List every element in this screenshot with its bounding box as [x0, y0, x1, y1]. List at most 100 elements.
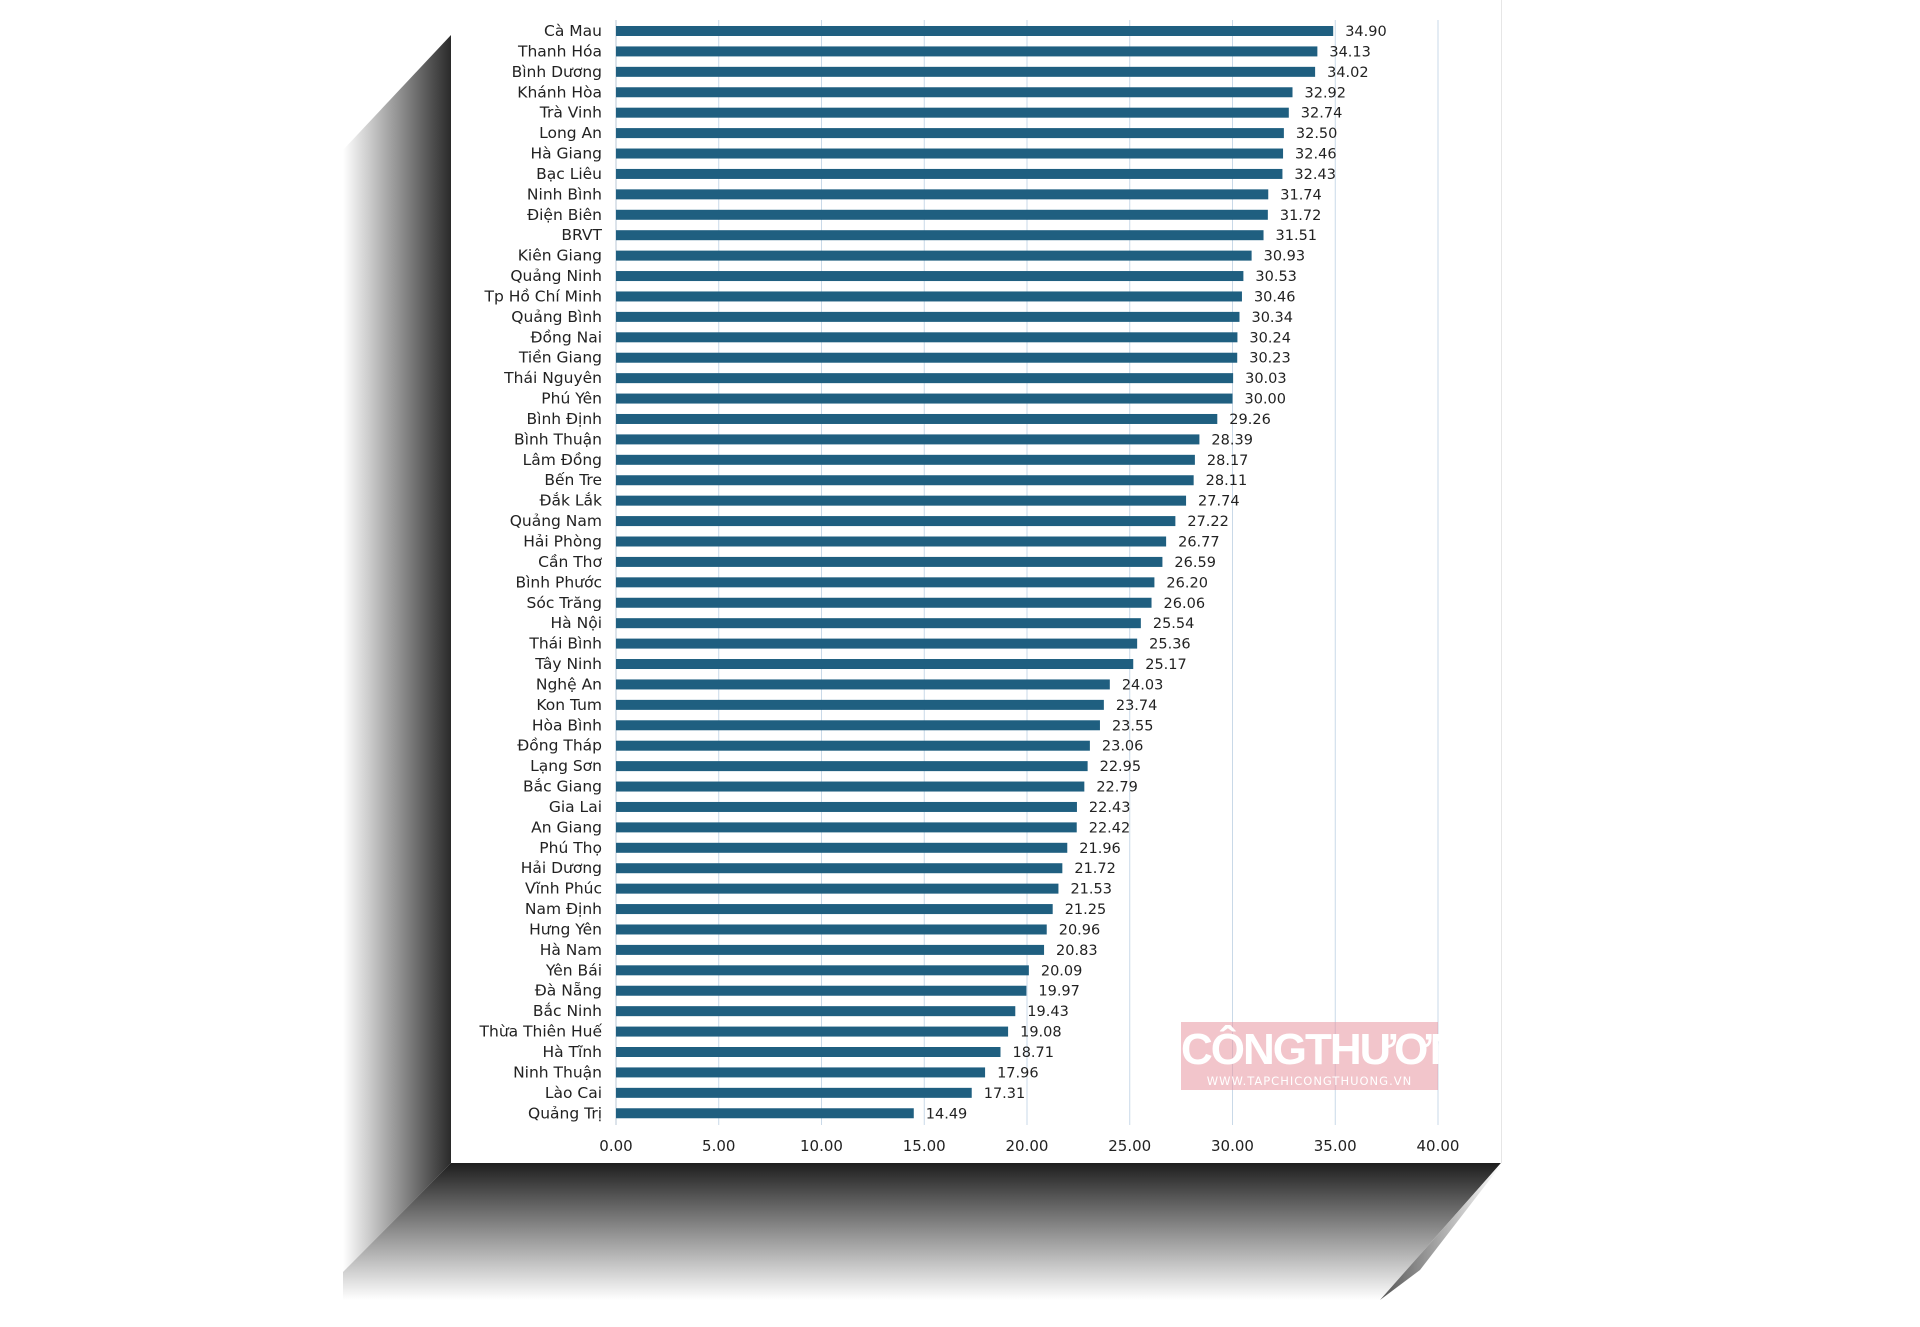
value-label: 22.79	[1096, 780, 1138, 796]
category-label: Trà Vinh	[539, 104, 602, 122]
category-label: Bắc Giang	[523, 778, 602, 796]
category-label: Hòa Bình	[532, 716, 602, 734]
x-tick-label: 15.00	[903, 1137, 946, 1155]
category-label: Đồng Nai	[531, 328, 602, 346]
category-label: Thừa Thiên Huế	[479, 1023, 603, 1041]
value-label: 20.83	[1056, 943, 1098, 959]
category-label: Khánh Hòa	[517, 83, 602, 101]
value-label: 24.03	[1122, 677, 1164, 693]
category-label: Cà Mau	[544, 22, 602, 40]
bar	[616, 393, 1233, 404]
bar	[616, 863, 1063, 874]
value-label: 28.17	[1207, 453, 1249, 469]
value-label: 34.90	[1345, 24, 1387, 40]
bar	[616, 87, 1293, 98]
value-label: 30.93	[1264, 249, 1306, 265]
value-label: 27.74	[1198, 494, 1240, 510]
bar	[616, 1087, 972, 1098]
watermark-logo: CÔNGTHƯƠNG WWW.TAPCHICONGTHUONG.VN	[1181, 1022, 1494, 1090]
category-label: Hà Tĩnh	[542, 1043, 602, 1061]
value-label: 32.50	[1296, 126, 1338, 142]
value-label: 22.43	[1089, 800, 1131, 816]
value-label: 30.00	[1245, 392, 1287, 408]
bar	[616, 332, 1238, 343]
value-label: 29.26	[1229, 412, 1271, 428]
value-label: 23.74	[1116, 698, 1158, 714]
category-label: Tiền Giang	[518, 349, 602, 367]
category-label: Nam Định	[525, 900, 602, 918]
value-label: 31.74	[1280, 187, 1322, 203]
bar	[616, 924, 1047, 935]
category-label: Yên Bái	[545, 961, 602, 979]
value-label: 17.96	[997, 1065, 1039, 1081]
watermark-url: WWW.TAPCHICONGTHUONG.VN	[1206, 1074, 1413, 1088]
category-label: Lạng Sơn	[530, 757, 602, 775]
category-label: Hưng Yên	[529, 920, 602, 938]
bar	[616, 189, 1269, 200]
bar	[616, 168, 1283, 179]
value-label: 30.03	[1245, 371, 1287, 387]
x-tick-label: 10.00	[800, 1137, 843, 1155]
value-label: 23.06	[1102, 739, 1144, 755]
category-label: Phú Thọ	[539, 839, 602, 857]
bar-chart: Cà Mau 34.90 Thanh Hóa 34.13 Bình Dương 34.02…	[479, 20, 1459, 1155]
category-label: Đắk Lắk	[539, 492, 602, 510]
bar	[616, 985, 1027, 996]
bar	[616, 556, 1163, 567]
bar	[616, 271, 1244, 282]
category-label: Thanh Hóa	[517, 42, 602, 60]
value-label: 28.39	[1211, 432, 1253, 448]
chart-card: Cà Mau 34.90 Thanh Hóa 34.13 Bình Dương 34.02…	[451, 0, 1502, 1163]
category-label: Gia Lai	[549, 798, 602, 816]
bar	[616, 618, 1141, 629]
category-label: Đồng Tháp	[517, 737, 602, 755]
category-label: Bình Định	[527, 410, 602, 428]
value-label: 21.25	[1065, 902, 1107, 918]
category-label: Kon Tum	[536, 696, 602, 714]
value-label: 30.23	[1249, 351, 1291, 367]
value-label: 31.51	[1276, 228, 1318, 244]
category-label: Cần Thơ	[538, 553, 602, 571]
value-label: 25.17	[1145, 657, 1187, 673]
category-label: Bình Thuận	[514, 430, 602, 448]
value-label: 18.71	[1012, 1045, 1054, 1061]
bar	[616, 475, 1194, 486]
category-label: Ninh Thuận	[513, 1063, 602, 1081]
bar	[616, 965, 1029, 976]
bar	[616, 1026, 1009, 1037]
value-label: 28.11	[1206, 473, 1248, 489]
bar	[616, 883, 1059, 894]
value-label: 19.97	[1038, 984, 1080, 1000]
value-label: 21.72	[1074, 861, 1116, 877]
category-label: Hà Giang	[530, 145, 602, 163]
value-label: 25.54	[1153, 616, 1195, 632]
value-label: 26.06	[1164, 596, 1206, 612]
category-label: Sóc Trăng	[527, 594, 603, 612]
value-label: 23.55	[1112, 718, 1154, 734]
x-tick-label: 5.00	[702, 1137, 735, 1155]
category-label: Quảng Ninh	[510, 267, 602, 285]
bar	[616, 413, 1218, 424]
category-label: Quảng Nam	[510, 512, 602, 530]
bottom-bevel-shadow	[343, 1163, 1501, 1300]
category-label: Đà Nẵng	[535, 982, 602, 1000]
category-label: An Giang	[531, 818, 602, 836]
value-label: 20.96	[1059, 922, 1101, 938]
bar	[616, 597, 1152, 608]
value-label: 26.59	[1174, 555, 1216, 571]
bar	[616, 944, 1045, 955]
category-label: Nghệ An	[536, 675, 602, 693]
value-label: 32.43	[1294, 167, 1336, 183]
x-tick-label: 30.00	[1211, 1137, 1254, 1155]
bar	[616, 801, 1077, 812]
bar	[616, 352, 1238, 363]
category-label: Hải Phòng	[523, 533, 602, 551]
bar	[616, 1067, 986, 1078]
category-label: Hà Nội	[551, 614, 602, 632]
category-label: Quảng Trị	[528, 1104, 602, 1122]
category-label: Lâm Đồng	[523, 451, 602, 469]
bar	[616, 781, 1085, 792]
category-label: Điện Biên	[527, 206, 602, 224]
bar	[616, 1108, 914, 1119]
